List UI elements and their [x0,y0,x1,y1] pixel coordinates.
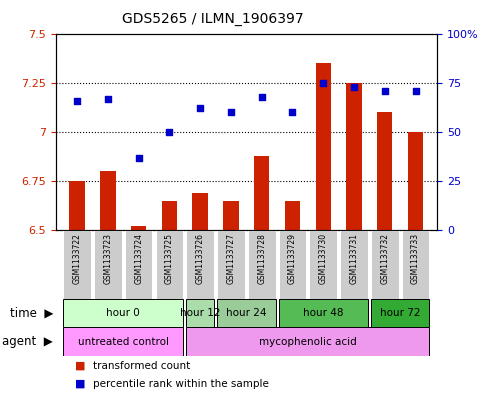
Bar [63,327,183,356]
Bar [217,299,276,327]
Text: hour 72: hour 72 [380,308,420,318]
Bar [94,230,122,299]
Bar [162,201,177,230]
Text: GSM1133725: GSM1133725 [165,233,174,284]
Bar [340,230,368,299]
Text: agent  ▶: agent ▶ [2,335,53,348]
Point [196,105,204,112]
Text: percentile rank within the sample: percentile rank within the sample [93,379,269,389]
Point [381,88,389,94]
Bar [186,230,214,299]
Bar [217,230,245,299]
Bar [377,112,393,230]
Point [319,80,327,86]
Bar [193,193,208,230]
Bar [310,230,337,299]
Bar [186,299,214,327]
Text: GSM1133729: GSM1133729 [288,233,297,284]
Text: GSM1133730: GSM1133730 [319,233,328,284]
Point [166,129,173,135]
Bar [346,83,362,230]
Text: GSM1133722: GSM1133722 [72,233,82,284]
Text: hour 24: hour 24 [226,308,267,318]
Bar [254,156,270,230]
Bar [100,171,115,230]
Bar [315,63,331,230]
Text: hour 12: hour 12 [180,308,220,318]
Text: hour 48: hour 48 [303,308,343,318]
Point [227,109,235,116]
Text: hour 0: hour 0 [106,308,140,318]
Text: GSM1133732: GSM1133732 [380,233,389,284]
Bar [131,226,146,230]
Text: GSM1133723: GSM1133723 [103,233,113,284]
Text: time  ▶: time ▶ [10,307,53,320]
Bar [223,201,239,230]
Text: GDS5265 / ILMN_1906397: GDS5265 / ILMN_1906397 [122,12,303,26]
Bar [371,230,398,299]
Bar [70,181,85,230]
Bar [408,132,423,230]
Bar [156,230,183,299]
Bar [248,230,276,299]
Bar [402,230,429,299]
Text: transformed count: transformed count [93,361,190,371]
Bar [63,230,91,299]
Text: untreated control: untreated control [78,336,169,347]
Text: GSM1133731: GSM1133731 [350,233,358,284]
Point [135,154,142,161]
Text: mycophenolic acid: mycophenolic acid [259,336,357,347]
Point [412,88,419,94]
Text: ■: ■ [75,361,85,371]
Text: GSM1133724: GSM1133724 [134,233,143,284]
Point [73,97,81,104]
Bar [371,299,429,327]
Bar [63,299,183,327]
Point [350,84,358,90]
Text: GSM1133727: GSM1133727 [227,233,235,284]
Text: GSM1133728: GSM1133728 [257,233,266,284]
Text: ■: ■ [75,379,85,389]
Bar [125,230,153,299]
Bar [186,327,429,356]
Bar [279,299,368,327]
Point [258,94,266,100]
Bar [279,230,306,299]
Point [104,95,112,102]
Text: GSM1133733: GSM1133733 [411,233,420,284]
Text: GSM1133726: GSM1133726 [196,233,205,284]
Point [289,109,297,116]
Bar [285,201,300,230]
